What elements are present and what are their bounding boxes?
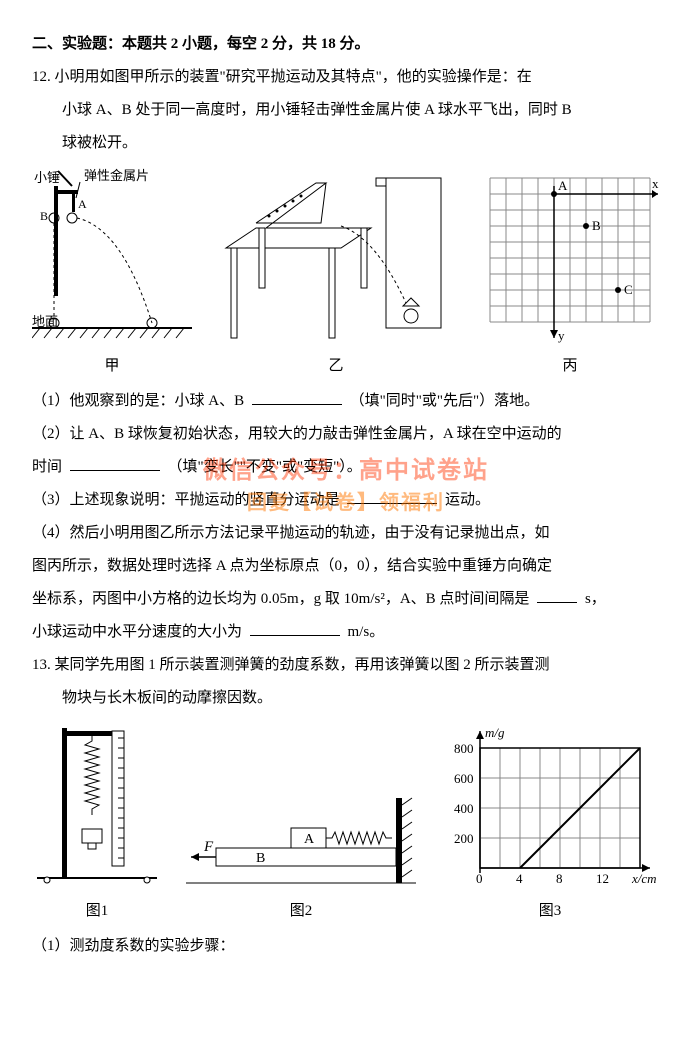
svg-text:600: 600 bbox=[454, 771, 474, 786]
fig3: m/g x/cm 200 400 600 800 0 4 8 12 bbox=[440, 723, 660, 928]
svg-text:x/cm: x/cm bbox=[631, 871, 657, 886]
q12-4a: （4）然后小明用图乙所示方法记录平抛运动的轨迹，由于没有记录抛出点，如 bbox=[32, 517, 660, 550]
cap-jia: 甲 bbox=[104, 350, 119, 383]
fig-yi-svg bbox=[221, 168, 451, 348]
svg-text:0: 0 bbox=[476, 871, 483, 886]
q12-3: （3）上述现象说明：平抛运动的竖直分运动是 运动。 bbox=[32, 484, 660, 517]
fig-yi: 乙 bbox=[221, 168, 451, 383]
q12-intro2: 小球 A、B 处于同一高度时，用小锤轻击弹性金属片使 A 球水平飞出，同时 B bbox=[32, 94, 660, 127]
svg-text:地面: 地面 bbox=[32, 314, 58, 329]
blank-3[interactable] bbox=[347, 488, 437, 504]
fig-bing-svg: x y A B C bbox=[480, 168, 660, 348]
svg-text:A: A bbox=[78, 197, 87, 211]
fig1: 图1 bbox=[32, 723, 162, 928]
q12-4d-b: m/s。 bbox=[348, 624, 385, 640]
svg-text:x: x bbox=[652, 176, 659, 191]
cap-yi: 乙 bbox=[328, 350, 343, 383]
q12-2a: （2）让 A、B 球恢复初始状态，用较大的力敲击弹性金属片，A 球在空中运动的 bbox=[32, 418, 660, 451]
q12-3-b: 运动。 bbox=[445, 492, 490, 508]
q13-figures: 图1 B A F 图2 bbox=[32, 723, 660, 928]
svg-text:B: B bbox=[40, 209, 48, 223]
svg-text:8: 8 bbox=[556, 871, 563, 886]
svg-text:B: B bbox=[256, 851, 265, 866]
q12-num: 12. bbox=[32, 69, 51, 85]
svg-text:4: 4 bbox=[516, 871, 523, 886]
cap-fig1: 图1 bbox=[86, 895, 109, 928]
svg-text:12: 12 bbox=[596, 871, 609, 886]
cap-fig3: 图3 bbox=[539, 895, 562, 928]
fig-jia-svg: 小锤 弹性金属片 B A 地面 bbox=[32, 168, 192, 348]
svg-text:B: B bbox=[592, 218, 601, 233]
blank-4[interactable] bbox=[537, 587, 577, 603]
cap-fig2: 图2 bbox=[290, 895, 313, 928]
cap-bing: 丙 bbox=[562, 350, 577, 383]
svg-text:m/g: m/g bbox=[485, 725, 505, 740]
svg-text:y: y bbox=[558, 328, 565, 343]
q12: 12. 小明用如图甲所示的装置"研究平抛运动及其特点"，他的实验操作是：在 bbox=[32, 61, 660, 94]
q12-1-a: （1）他观察到的是：小球 A、B bbox=[32, 393, 244, 409]
q12-2b: 时间 （填"变长""不变"或"变短"）。 bbox=[32, 451, 660, 484]
svg-text:小锤: 小锤 bbox=[34, 170, 60, 185]
q12-1: （1）他观察到的是：小球 A、B （填"同时"或"先后"）落地。 bbox=[32, 385, 660, 418]
q12-intro1: 小明用如图甲所示的装置"研究平抛运动及其特点"，他的实验操作是：在 bbox=[55, 69, 532, 85]
q12-4c: 坐标系，丙图中小方格的边长均为 0.05m，g 取 10m/s²，A、B 点时间… bbox=[32, 583, 660, 616]
svg-text:F: F bbox=[203, 839, 214, 855]
fig-jia: 小锤 弹性金属片 B A 地面 bbox=[32, 168, 192, 383]
q13-intro1: 某同学先用图 1 所示装置测弹簧的劲度系数，再用该弹簧以图 2 所示装置测 bbox=[55, 657, 550, 673]
fig1-svg bbox=[32, 723, 162, 893]
q12-4d: 小球运动中水平分速度的大小为 m/s。 bbox=[32, 616, 660, 649]
q12-4c-a: 坐标系，丙图中小方格的边长均为 0.05m，g 取 10m/s²，A、B 点时间… bbox=[32, 591, 529, 607]
svg-text:800: 800 bbox=[454, 741, 474, 756]
blank-2[interactable] bbox=[70, 455, 160, 471]
q12-figures: 小锤 弹性金属片 B A 地面 bbox=[32, 168, 660, 383]
svg-text:400: 400 bbox=[454, 801, 474, 816]
q12-1-b: （填"同时"或"先后"）落地。 bbox=[350, 393, 540, 409]
q13: 13. 某同学先用图 1 所示装置测弹簧的劲度系数，再用该弹簧以图 2 所示装置… bbox=[32, 649, 660, 682]
blank-1[interactable] bbox=[252, 389, 342, 405]
q12-2b-b: （填"变长""不变"或"变短"）。 bbox=[168, 459, 362, 475]
section-header: 二、实验题：本题共 2 小题，每空 2 分，共 18 分。 bbox=[32, 28, 660, 61]
fig2-svg: B A F bbox=[186, 793, 416, 893]
svg-text:200: 200 bbox=[454, 831, 474, 846]
q12-3-a: （3）上述现象说明：平抛运动的竖直分运动是 bbox=[32, 492, 340, 508]
q13-num: 13. bbox=[32, 657, 51, 673]
q12-intro3: 球被松开。 bbox=[32, 127, 660, 160]
svg-text:A: A bbox=[558, 178, 568, 193]
fig3-svg: m/g x/cm 200 400 600 800 0 4 8 12 bbox=[440, 723, 660, 893]
q12-2b-a: 时间 bbox=[32, 459, 62, 475]
q12-4b: 图丙所示，数据处理时选择 A 点为坐标原点（0，0），结合实验中重锤方向确定 bbox=[32, 550, 660, 583]
svg-text:弹性金属片: 弹性金属片 bbox=[84, 168, 149, 183]
fig-bing: x y A B C 丙 bbox=[480, 168, 660, 383]
q12-4d-a: 小球运动中水平分速度的大小为 bbox=[32, 624, 242, 640]
svg-text:A: A bbox=[304, 832, 315, 847]
fig2: B A F 图2 bbox=[186, 793, 416, 928]
q13-intro2: 物块与长木板间的动摩擦因数。 bbox=[32, 682, 660, 715]
blank-5[interactable] bbox=[250, 620, 340, 636]
q12-4c-b: s， bbox=[585, 591, 606, 607]
q13-1: （1）测劲度系数的实验步骤： bbox=[32, 930, 660, 963]
svg-text:C: C bbox=[624, 282, 633, 297]
